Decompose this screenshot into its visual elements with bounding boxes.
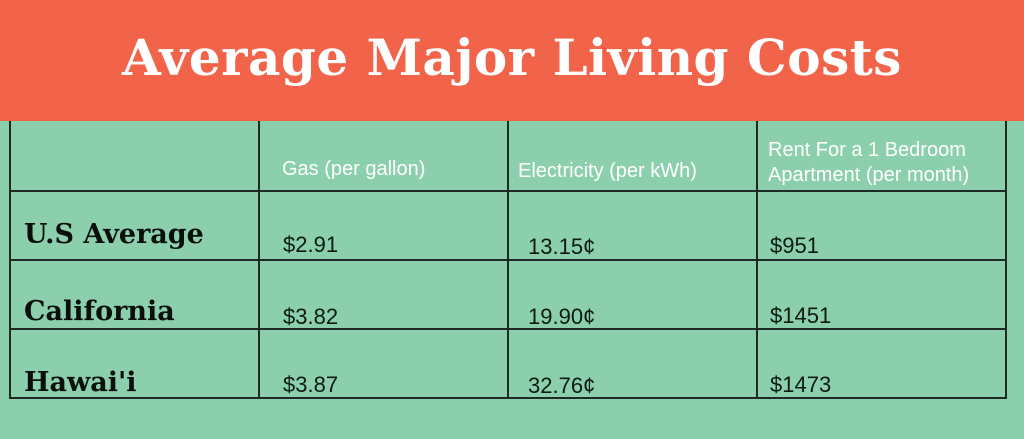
cell-ca-gas: $3.82 (283, 304, 339, 329)
cell-ca-rent: $1451 (770, 303, 832, 328)
grid-line-v4 (1005, 121, 1007, 399)
header-electricity: Electricity (per kWh) (518, 160, 697, 182)
grid-line-h3 (9, 328, 1007, 330)
row-label-california: California (24, 296, 175, 327)
cell-us-rent: $951 (770, 233, 819, 258)
chart-title: Average Major Living Costs (122, 28, 902, 87)
grid-line-h4 (9, 397, 1007, 399)
cell-hi-electricity: 32.76¢ (528, 373, 596, 398)
grid-line-v3 (756, 121, 758, 399)
grid-line-h2 (9, 259, 1007, 261)
row-label-hawaii: Hawai'i (24, 367, 137, 398)
cell-us-electricity: 13.15¢ (528, 234, 596, 259)
cell-hi-gas: $3.87 (283, 372, 339, 397)
title-banner: Average Major Living Costs (0, 0, 1024, 121)
header-gas: Gas (per gallon) (282, 158, 426, 180)
header-rent-line1: Rent For a 1 Bedroom (768, 139, 966, 161)
header-rent-line2: Apartment (per month) (768, 164, 970, 186)
row-label-us-average: U.S Average (24, 219, 204, 250)
grid-line-v2 (507, 121, 509, 399)
cell-ca-electricity: 19.90¢ (528, 304, 596, 329)
grid-line-h1 (9, 190, 1007, 192)
grid-line-v1 (258, 121, 260, 399)
cell-us-gas: $2.91 (283, 232, 339, 257)
grid-line-v0 (9, 121, 11, 399)
cell-hi-rent: $1473 (770, 372, 832, 397)
